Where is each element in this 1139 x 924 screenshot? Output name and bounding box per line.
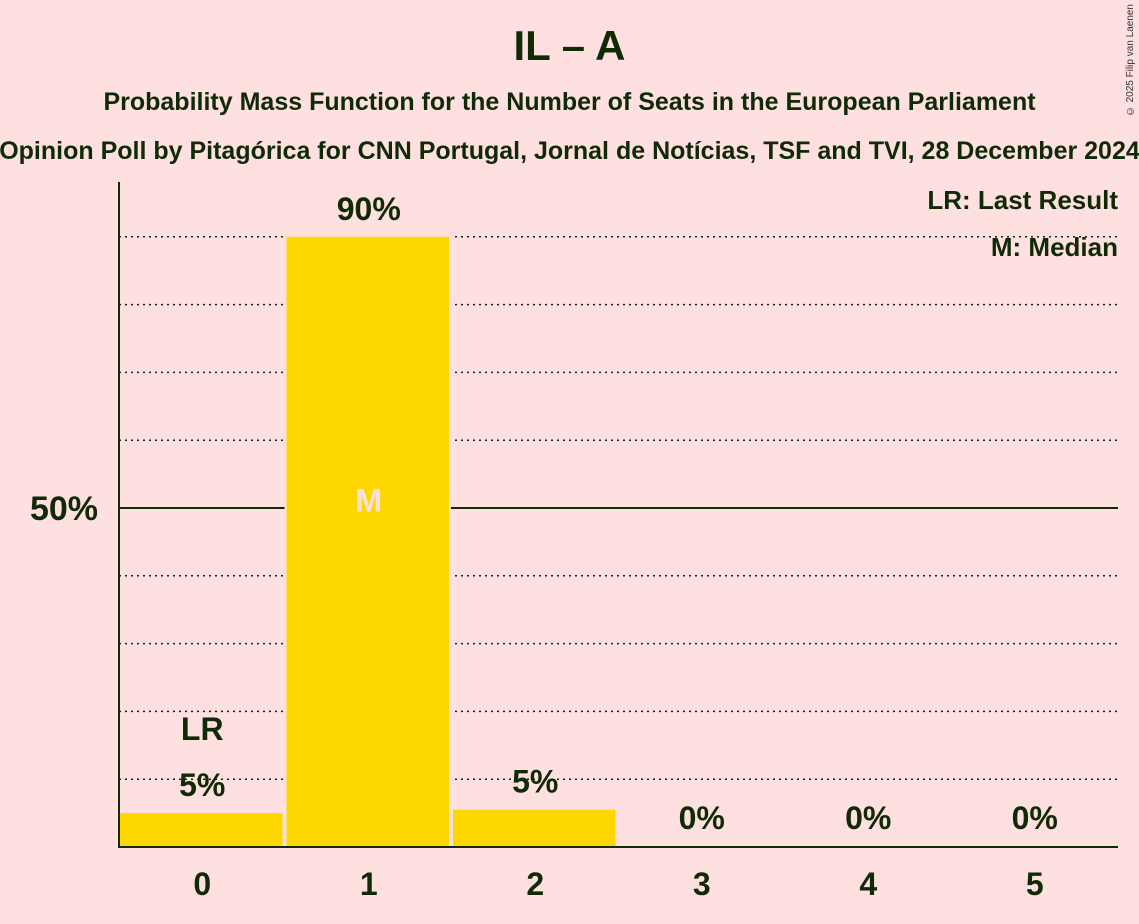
value-label: 0% bbox=[1012, 800, 1058, 836]
x-tick-label: 0 bbox=[193, 866, 211, 902]
legend-entry: M: Median bbox=[991, 232, 1118, 262]
x-tick-label: 4 bbox=[859, 866, 877, 902]
bar bbox=[286, 236, 449, 848]
y-tick-label: 50% bbox=[30, 490, 98, 528]
value-label: 0% bbox=[845, 800, 891, 836]
value-label: 90% bbox=[337, 191, 401, 227]
value-label: 5% bbox=[179, 767, 225, 803]
chart-subtitle: Probability Mass Function for the Number… bbox=[103, 88, 1036, 116]
last-result-marker: LR bbox=[181, 711, 224, 747]
bars bbox=[118, 234, 618, 848]
bar bbox=[120, 813, 283, 847]
x-tick-label: 3 bbox=[693, 866, 711, 902]
chart-title: IL – A bbox=[513, 22, 626, 69]
legend: LR: Last Result M: Median bbox=[927, 185, 1118, 262]
axes: 50% bbox=[30, 182, 1118, 848]
value-label: 0% bbox=[679, 800, 725, 836]
x-tick-label: 2 bbox=[526, 866, 544, 902]
x-tick-label: 5 bbox=[1026, 866, 1044, 902]
legend-entry: LR: Last Result bbox=[927, 185, 1118, 215]
x-tick-label: 1 bbox=[360, 866, 378, 902]
bar bbox=[453, 809, 616, 847]
median-marker: M bbox=[355, 482, 382, 518]
chart-source-subtitle: Opinion Poll by Pitagórica for CNN Portu… bbox=[0, 137, 1139, 165]
gridlines bbox=[119, 236, 1118, 780]
value-label: 5% bbox=[512, 764, 558, 800]
value-labels: 5% 0 LR 90% 1 M 5% 2 0% 3 0% 4 0% 5 bbox=[179, 191, 1058, 902]
